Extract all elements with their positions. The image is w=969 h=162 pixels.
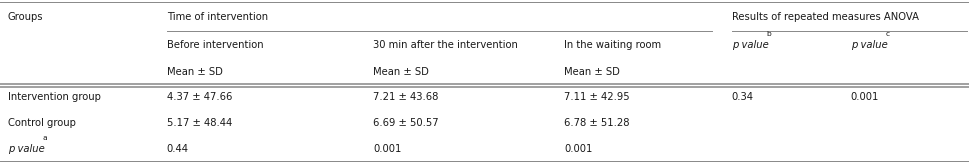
Text: Results of repeated measures ANOVA: Results of repeated measures ANOVA [732,12,919,22]
Text: 6.69 ± 50.57: 6.69 ± 50.57 [373,118,439,128]
Text: 0.001: 0.001 [564,144,592,154]
Text: 7.21 ± 43.68: 7.21 ± 43.68 [373,92,438,102]
Text: 0.44: 0.44 [167,144,189,154]
Text: b: b [766,31,770,37]
Text: Groups: Groups [8,12,44,22]
Text: c: c [886,31,890,37]
Text: In the waiting room: In the waiting room [564,40,661,50]
Text: 30 min after the intervention: 30 min after the intervention [373,40,518,50]
Text: 6.78 ± 51.28: 6.78 ± 51.28 [564,118,630,128]
Text: 7.11 ± 42.95: 7.11 ± 42.95 [564,92,630,102]
Text: 0.001: 0.001 [851,92,879,102]
Text: Control group: Control group [8,118,76,128]
Text: p value: p value [8,144,45,154]
Text: Intervention group: Intervention group [8,92,101,102]
Text: Time of intervention: Time of intervention [167,12,267,22]
Text: p value: p value [851,40,888,50]
Text: 4.37 ± 47.66: 4.37 ± 47.66 [167,92,232,102]
Text: Mean ± SD: Mean ± SD [373,67,429,77]
Text: 0.001: 0.001 [373,144,401,154]
Text: Before intervention: Before intervention [167,40,264,50]
Text: Mean ± SD: Mean ± SD [564,67,620,77]
Text: Mean ± SD: Mean ± SD [167,67,223,77]
Text: 5.17 ± 48.44: 5.17 ± 48.44 [167,118,232,128]
Text: 0.34: 0.34 [732,92,754,102]
Text: a: a [43,135,47,141]
Text: p value: p value [732,40,768,50]
